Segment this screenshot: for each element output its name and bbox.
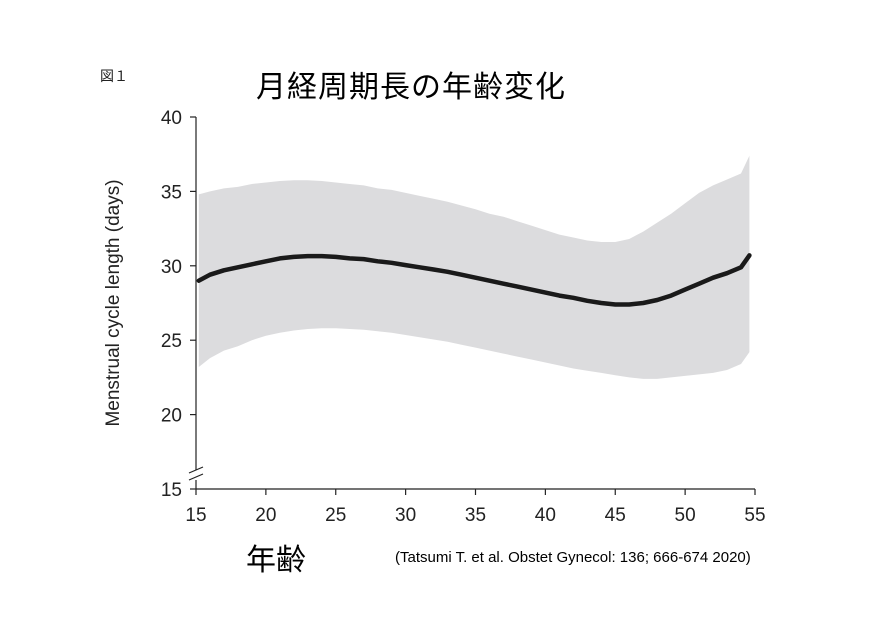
- x-tick-label: 30: [395, 505, 416, 526]
- y-axis-break-mark: [188, 466, 204, 474]
- x-tick-label: 25: [325, 505, 346, 526]
- tick-labels: 15 20 25 30 35 40 15 20 25 30 35 40 45 50 55: [161, 108, 766, 526]
- x-tick-label: 45: [605, 505, 626, 526]
- mean-line-layer: [196, 253, 752, 307]
- y-tick-label: 35: [161, 182, 182, 203]
- axes: [188, 116, 756, 495]
- x-tick-label: 40: [535, 505, 556, 526]
- y-tick-label: 20: [161, 406, 182, 427]
- x-tick-label: 55: [744, 505, 765, 526]
- figure-label: 図１: [100, 69, 128, 85]
- x-tick-label: 35: [465, 505, 486, 526]
- y-tick-label: 25: [161, 331, 182, 352]
- x-axis-title: 年齢: [246, 543, 306, 578]
- mean-cycle-length-line: [196, 253, 752, 307]
- confidence-band: [198, 155, 750, 379]
- citation: (Tatsumi T. et al. Obstet Gynecol: 136; …: [395, 549, 751, 566]
- chart-title: 月経周期長の年齢変化: [256, 70, 566, 105]
- y-tick-label: 15: [161, 480, 182, 501]
- x-tick-label: 15: [185, 505, 206, 526]
- confidence-band-layer: [198, 155, 750, 379]
- y-axis-title: Menstrual cycle length (days): [103, 179, 124, 426]
- y-tick-label: 40: [161, 108, 182, 129]
- x-tick-label: 50: [675, 505, 696, 526]
- y-tick-label: 30: [161, 257, 182, 278]
- x-tick-label: 20: [255, 505, 276, 526]
- y-axis-break-mark: [188, 473, 204, 481]
